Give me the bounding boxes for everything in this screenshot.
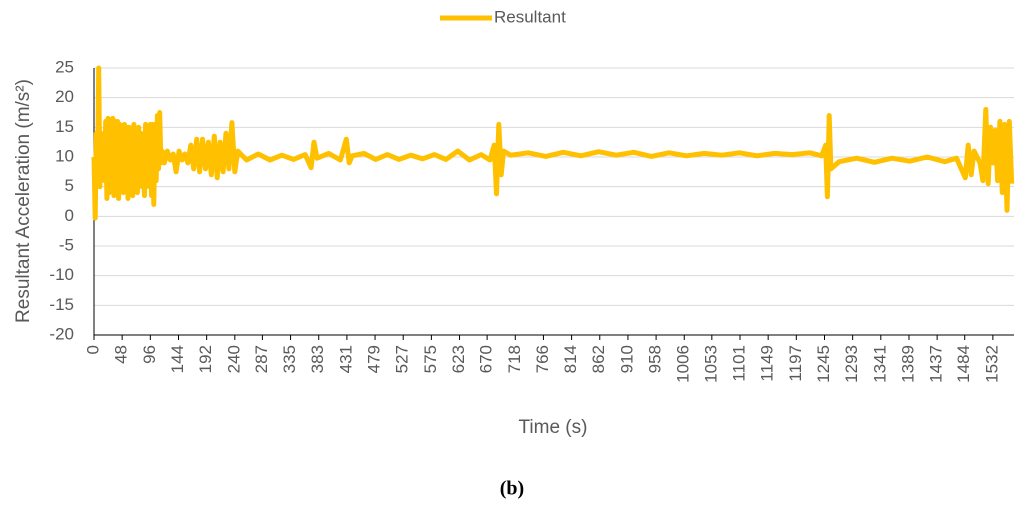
x-tick-label: 335 (280, 345, 299, 373)
y-tick-label: 10 (55, 146, 74, 165)
x-tick-label: 1053 (701, 345, 720, 383)
x-tick-label: 144 (168, 345, 187, 373)
x-tick-label: 1341 (870, 345, 889, 383)
x-tick-label: 623 (449, 345, 468, 373)
y-tick-label: 20 (55, 87, 74, 106)
x-tick-label: 1484 (954, 345, 973, 383)
x-tick-label: 575 (421, 345, 440, 373)
x-tick-label: 287 (252, 345, 271, 373)
x-tick-label: 1197 (786, 345, 805, 382)
y-tick-label: 15 (55, 117, 74, 136)
x-tick-label: 910 (617, 345, 636, 373)
y-tick-label: 25 (55, 57, 74, 76)
x-tick-label: 48 (112, 345, 131, 364)
x-tick-label: 479 (365, 345, 384, 373)
x-tick-label: 0 (83, 345, 102, 354)
x-tick-label: 718 (505, 345, 524, 373)
x-tick-label: 96 (140, 345, 159, 364)
y-tick-label: 5 (65, 176, 74, 195)
x-tick-label: 383 (308, 345, 327, 373)
y-tick-label: -15 (49, 295, 74, 314)
x-tick-label: 431 (336, 345, 355, 373)
x-tick-label: 1293 (842, 345, 861, 383)
y-axis-label: Resultant Acceleration (m/s²) (13, 79, 34, 323)
x-tick-label: 1245 (814, 345, 833, 383)
x-tick-label: 958 (646, 345, 665, 373)
caption: (b) (500, 478, 524, 500)
x-tick-label: 1149 (758, 345, 777, 382)
y-tick-label: 0 (65, 206, 74, 225)
x-tick-label: 670 (477, 345, 496, 373)
x-tick-label: 527 (393, 345, 412, 373)
x-tick-label: 1532 (982, 345, 1001, 383)
y-tick-label: -20 (49, 324, 74, 343)
x-tick-label: 1101 (729, 345, 748, 382)
x-tick-label: 192 (196, 345, 215, 373)
x-tick-label: 814 (561, 345, 580, 373)
x-tick-label: 1006 (674, 345, 693, 383)
y-tick-label: -5 (59, 235, 74, 254)
x-tick-label: 766 (533, 345, 552, 373)
x-tick-label: 1437 (927, 345, 946, 383)
y-tick-label: -10 (49, 265, 74, 284)
x-tick-label: 1389 (898, 345, 917, 383)
x-tick-label: 240 (224, 345, 243, 373)
x-axis-label: Time (s) (519, 417, 588, 438)
data-line (91, 65, 1015, 221)
x-tick-label: 862 (589, 345, 608, 373)
legend-label: Resultant (494, 7, 566, 26)
